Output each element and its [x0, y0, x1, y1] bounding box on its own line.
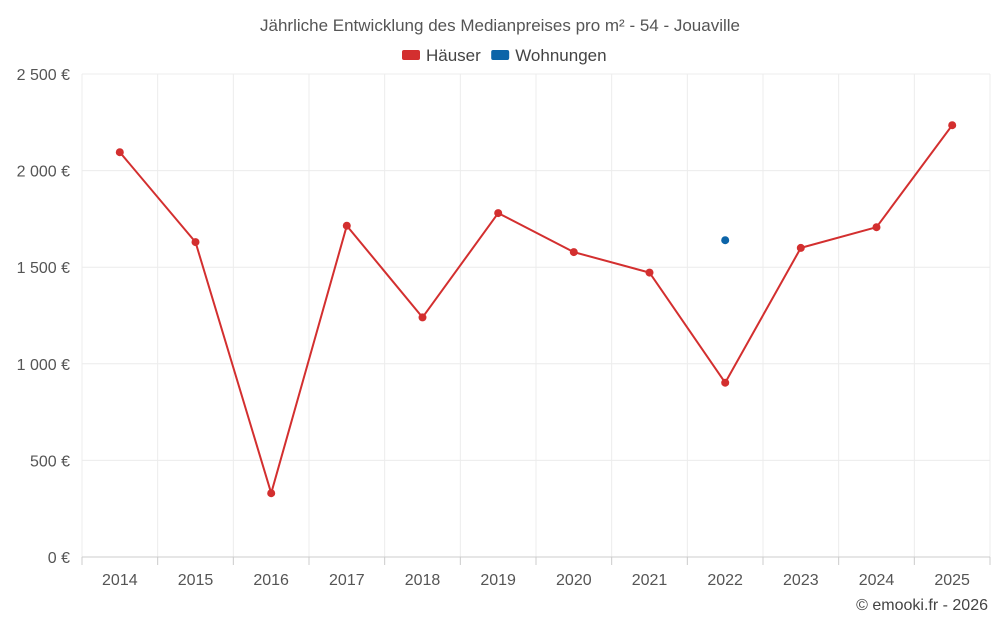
- series-line: [119, 124, 954, 495]
- data-point: [645, 268, 654, 277]
- credit-text: © emooki.fr - 2026: [856, 597, 988, 614]
- data-point: [721, 378, 730, 387]
- x-tick-label: 2015: [178, 572, 214, 589]
- y-tick-label: 1 500 €: [17, 260, 70, 277]
- data-point: [267, 489, 276, 498]
- legend-label: Häuser: [426, 46, 481, 65]
- legend-swatch: [402, 50, 420, 60]
- data-point: [948, 121, 957, 130]
- series-layer: [115, 121, 957, 498]
- x-tick-label: 2019: [480, 572, 516, 589]
- x-tick-label: 2016: [253, 572, 289, 589]
- data-point: [872, 223, 881, 232]
- x-tick-label: 2024: [859, 572, 895, 589]
- data-point: [191, 238, 200, 247]
- data-point: [569, 248, 578, 257]
- y-tick-label: 2 000 €: [17, 164, 70, 181]
- x-tick-label: 2020: [556, 572, 592, 589]
- data-point: [721, 236, 730, 245]
- y-tick-label: 0 €: [48, 550, 70, 567]
- grid: [81, 73, 991, 557]
- chart-title: Jährliche Entwicklung des Medianpreises …: [260, 16, 740, 35]
- data-point: [494, 209, 503, 218]
- data-point: [115, 148, 124, 157]
- x-tick-label: 2022: [707, 572, 743, 589]
- x-axis: 2014 2015 2016 2017 2018 2019 2020 2021 2022 2023…: [81, 556, 991, 589]
- data-point: [418, 313, 427, 322]
- y-axis: 0 € 500 € 1 000 € 1 500 € 2 000 € 2 500 €: [17, 67, 70, 567]
- x-tick-label: 2014: [102, 572, 138, 589]
- legend-label: Wohnungen: [515, 46, 606, 65]
- data-point: [796, 243, 805, 252]
- y-tick-label: 2 500 €: [17, 67, 70, 84]
- y-tick-label: 1 000 €: [17, 357, 70, 374]
- x-tick-label: 2017: [329, 572, 365, 589]
- legend: Häuser Wohnungen: [402, 46, 607, 65]
- x-tick-label: 2025: [934, 572, 970, 589]
- x-tick-label: 2021: [632, 572, 668, 589]
- x-tick-label: 2018: [405, 572, 441, 589]
- legend-swatch: [491, 50, 510, 60]
- x-tick-label: 2023: [783, 572, 819, 589]
- y-tick-label: 500 €: [30, 453, 70, 470]
- data-point: [342, 221, 351, 230]
